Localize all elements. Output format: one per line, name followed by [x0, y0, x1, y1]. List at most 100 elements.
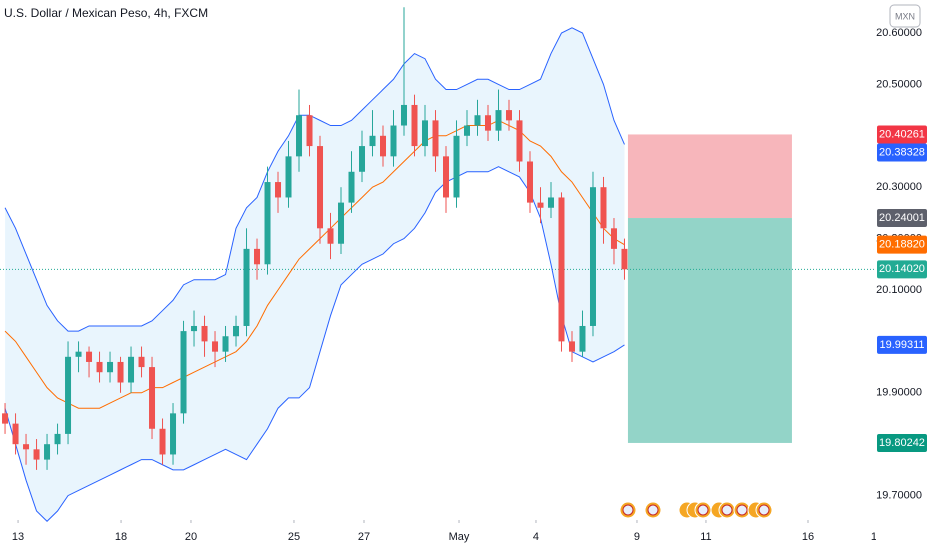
candle-body [212, 341, 219, 352]
candle-body [411, 104, 418, 147]
price-label: 20.14020 [879, 263, 925, 275]
x-tick-label: 11 [700, 531, 711, 543]
candle-body [243, 248, 250, 326]
y-tick-label: 19.70000 [876, 489, 922, 501]
candle-body [317, 146, 324, 229]
y-tick-label: 20.10000 [876, 284, 922, 296]
candle-body [600, 187, 607, 229]
candle-body [453, 135, 460, 198]
x-tick-label: 4 [533, 531, 539, 543]
price-label-bg [877, 235, 927, 254]
candle-body [484, 115, 491, 131]
price-label-bg [877, 143, 927, 162]
candle-body [285, 156, 292, 198]
candle-body [547, 197, 554, 208]
axis: 1318202527May4911161820.6000020.5000020.… [12, 27, 932, 550]
candle-body [327, 228, 334, 244]
candle-body [610, 228, 617, 249]
candle-body [589, 187, 596, 326]
candle-body [107, 361, 114, 373]
y-tick-label: 20.50000 [876, 78, 922, 90]
candle-body [401, 104, 408, 126]
candle-body [579, 325, 586, 352]
event-icon[interactable] [710, 501, 736, 519]
candle-body [65, 356, 72, 434]
candle-body [86, 351, 93, 362]
candle-body [432, 120, 439, 157]
price-label: 20.40261 [879, 128, 925, 140]
event-icon[interactable] [644, 501, 662, 519]
candle-body [128, 356, 135, 383]
candle-body [380, 135, 387, 157]
candle-body [201, 325, 208, 342]
candle-body [191, 325, 198, 332]
candle-body [296, 115, 303, 157]
price-label: 19.80242 [879, 437, 925, 449]
event-icon[interactable] [619, 501, 637, 519]
event-icon[interactable] [747, 501, 773, 519]
price-label-bg [877, 260, 927, 279]
x-tick-label: 27 [358, 531, 370, 543]
events [619, 501, 773, 519]
candle-body [254, 248, 261, 265]
candle-body [568, 341, 575, 352]
candle-body [2, 413, 9, 424]
candle-body [516, 120, 523, 162]
candle-body [54, 433, 61, 445]
y-tick-label: 19.90000 [876, 387, 922, 399]
candle-body [369, 135, 376, 147]
event-icon[interactable] [733, 501, 751, 519]
candle-body [12, 423, 19, 445]
candle-body [306, 115, 313, 147]
candle-body [621, 248, 628, 270]
price-label-bg [877, 335, 927, 354]
x-tick-label: 18 [115, 531, 127, 543]
candle-body [422, 120, 429, 147]
band-line [4, 27, 625, 332]
price-label: 19.99311 [879, 339, 924, 351]
price-label-bg [877, 209, 927, 228]
price-label-bg [877, 433, 927, 452]
candle-body [170, 413, 177, 455]
price-label: 20.24001 [879, 212, 925, 224]
x-tick-label: 25 [288, 531, 300, 543]
candle-body [222, 336, 229, 352]
candle-body [23, 444, 30, 450]
stop-zone [627, 134, 792, 219]
x-tick-label: 13 [12, 531, 24, 543]
candle-body [390, 125, 397, 157]
candle-body [264, 182, 271, 265]
band-fill [5, 27, 625, 522]
currency-button[interactable] [889, 4, 921, 28]
candle-body [233, 325, 240, 337]
event-icon[interactable] [678, 501, 712, 519]
y-tick-label: 20.30000 [876, 181, 922, 193]
candle-body [495, 110, 502, 131]
candle-body [44, 444, 51, 460]
x-tick-label: 20 [185, 531, 197, 543]
currency-label: MXN [895, 11, 915, 21]
candle-body [505, 110, 512, 121]
candle-body [463, 125, 470, 136]
candle-body [138, 356, 145, 368]
candle-body [558, 197, 565, 342]
band-line [4, 166, 625, 522]
candle-body [474, 115, 481, 126]
candle-body [180, 331, 187, 414]
price-label: 20.38328 [879, 146, 925, 158]
x-tick-label: 16 [802, 531, 814, 543]
chart-title: U.S. Dollar / Mexican Peso, 4h, FXCM [4, 6, 208, 20]
candle-body [96, 361, 103, 373]
candle-body [275, 182, 282, 198]
price-axis-cover [876, 520, 932, 550]
candle-body [537, 202, 544, 208]
candle-body [348, 171, 355, 203]
x-tick-label: May [449, 531, 470, 543]
x-tick-label: 9 [634, 531, 640, 543]
candle-body [75, 351, 82, 357]
candle-body [526, 161, 533, 203]
candle-body [442, 156, 449, 198]
price-label: 20.18820 [879, 239, 925, 251]
